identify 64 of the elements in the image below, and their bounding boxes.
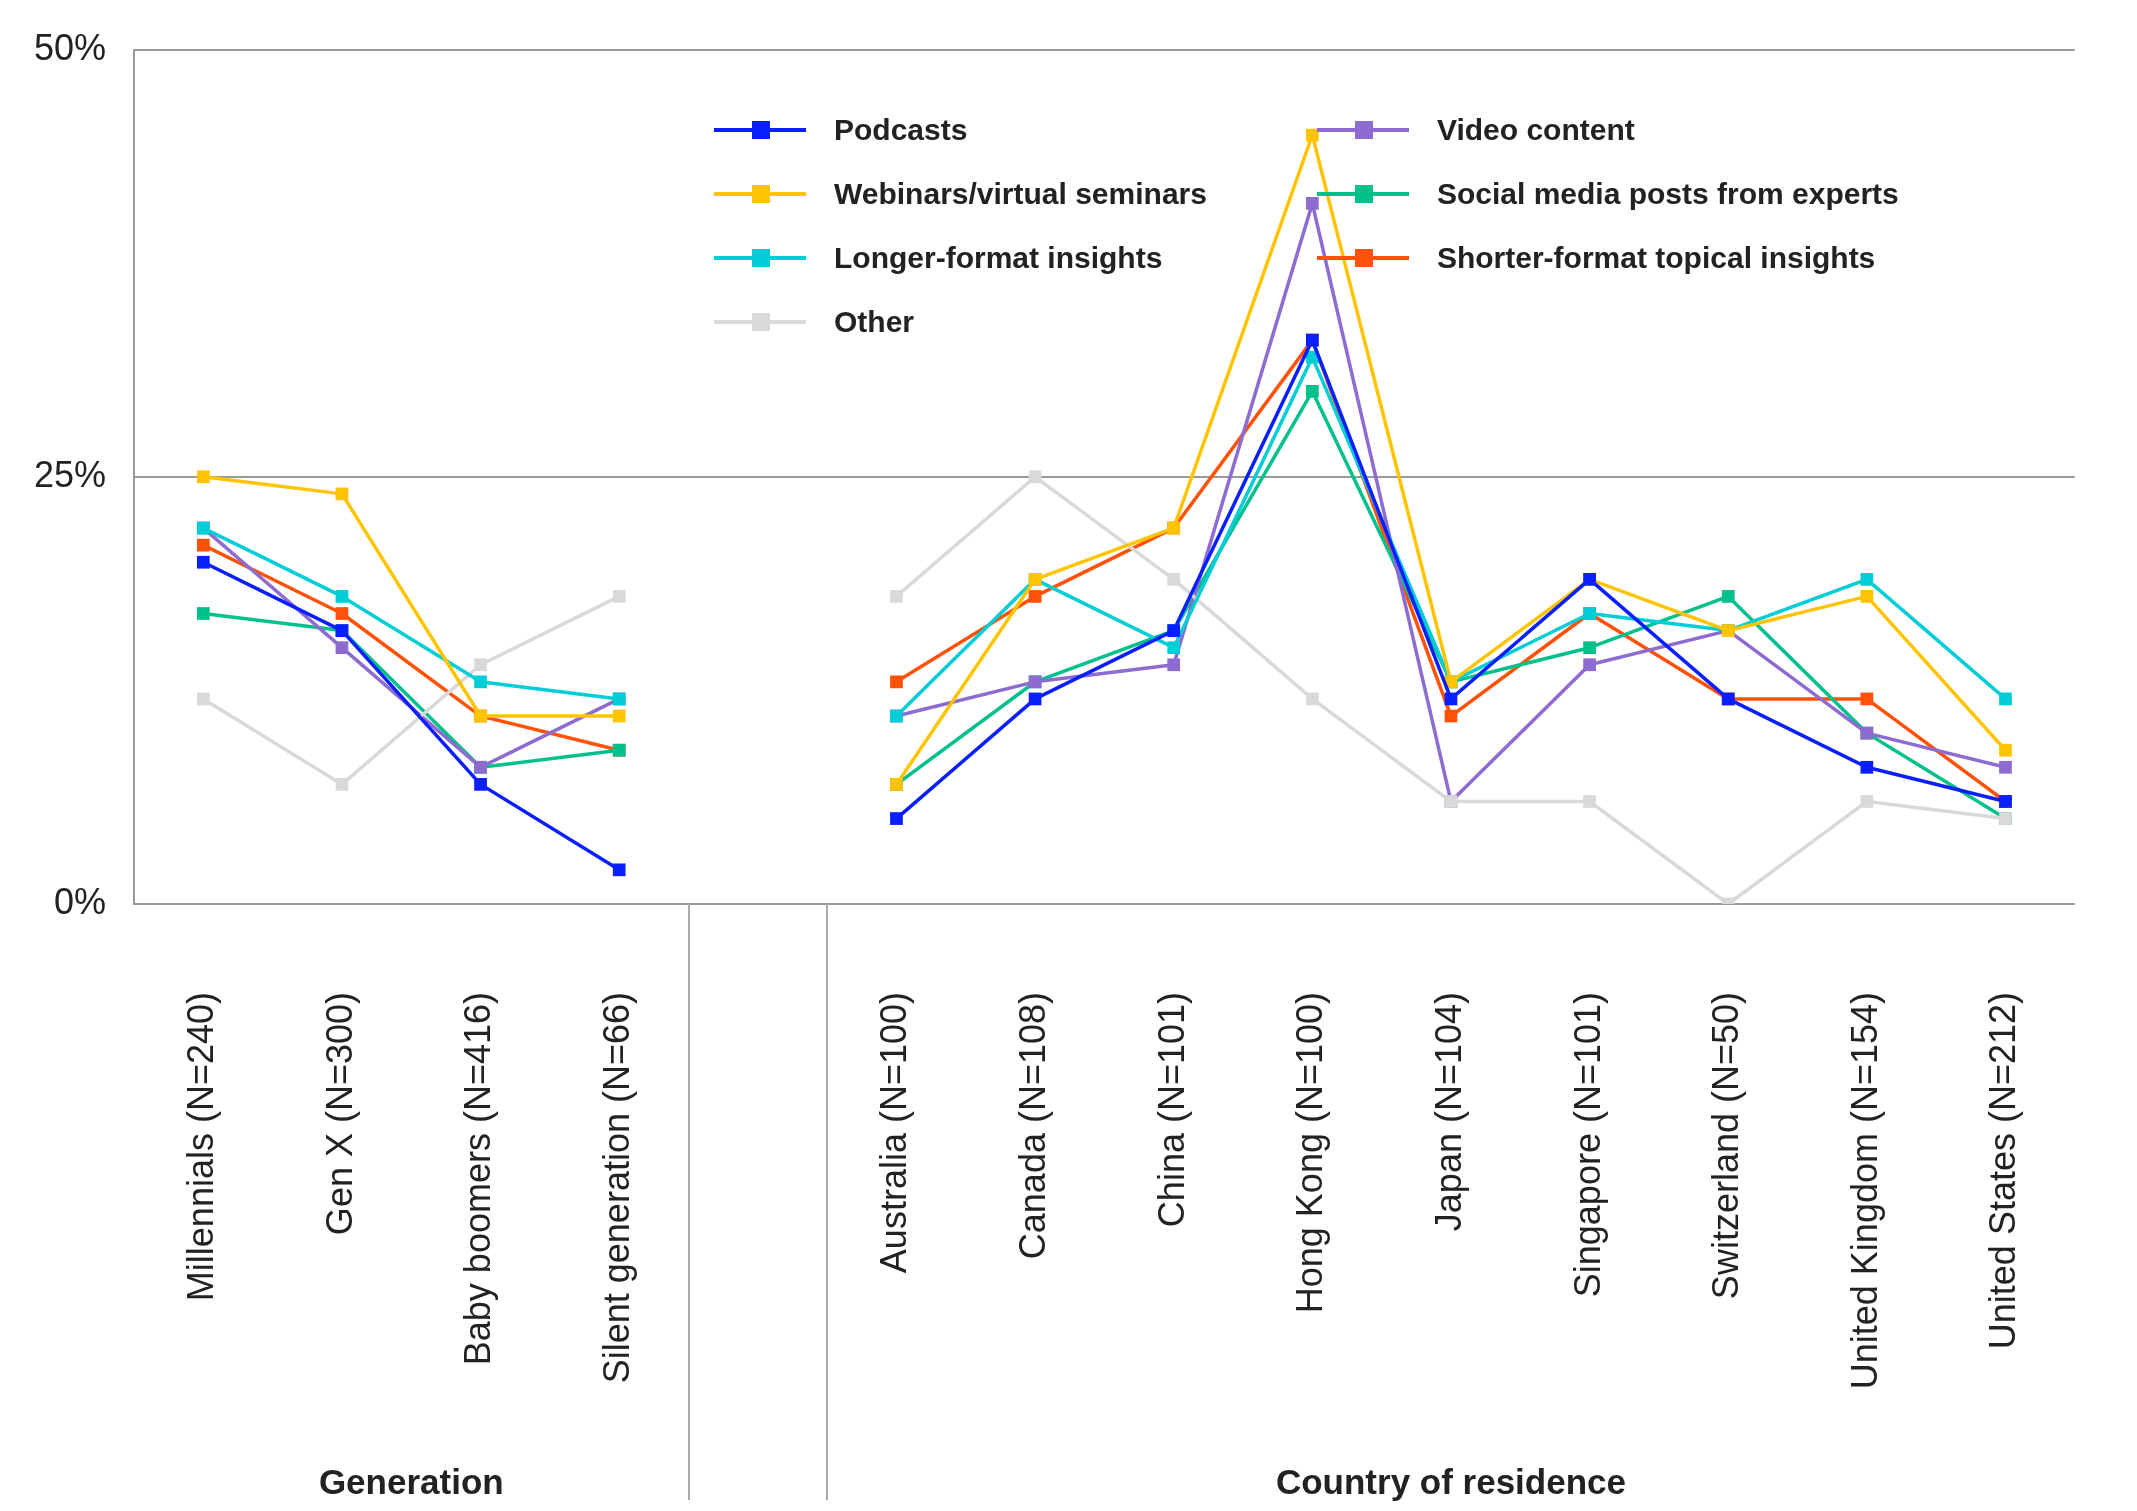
x-tick-label: Millennials (N=240) bbox=[180, 992, 222, 1302]
point bbox=[1999, 692, 2012, 706]
x-tick-label: China (N=101) bbox=[1150, 992, 1192, 1228]
point bbox=[1860, 795, 1874, 808]
legend-label: Webinars/virtual seminars bbox=[834, 176, 1207, 211]
x-tick-label: Singapore (N=101) bbox=[1566, 992, 1608, 1298]
x-tick-label: Canada (N=108) bbox=[1012, 992, 1053, 1260]
point bbox=[890, 590, 903, 603]
point bbox=[1305, 692, 1319, 706]
text: Generation bbox=[318, 1461, 504, 1501]
point bbox=[1167, 572, 1181, 586]
legend-label: Longer-format insights bbox=[834, 240, 1163, 275]
point bbox=[1583, 658, 1596, 672]
point bbox=[1305, 197, 1319, 210]
point bbox=[1860, 692, 1874, 706]
point bbox=[196, 470, 210, 484]
point bbox=[1860, 760, 1874, 774]
x-tick-label: United Kingdom (N=154) bbox=[1843, 992, 1885, 1390]
point bbox=[1583, 795, 1596, 808]
point bbox=[335, 778, 349, 791]
point bbox=[335, 607, 349, 620]
x-tick-label: Silent generation (N=66) bbox=[596, 992, 638, 1384]
y-tick-label: 50% bbox=[33, 26, 106, 68]
x-tick-label: Australia (N=100) bbox=[873, 992, 915, 1274]
text: Country of residence bbox=[1275, 1461, 1627, 1501]
point bbox=[1999, 760, 2012, 774]
x-tick-label: Switzerland (N=50) bbox=[1705, 992, 1747, 1300]
legend-label: Social media posts from experts bbox=[1436, 176, 1899, 211]
point bbox=[1583, 641, 1596, 655]
point bbox=[612, 590, 626, 603]
point bbox=[1721, 590, 1735, 603]
point bbox=[890, 812, 903, 825]
x-tick-label: Japan (N=104) bbox=[1427, 992, 1469, 1232]
point bbox=[1860, 572, 1874, 586]
point bbox=[1167, 658, 1181, 672]
x-tick-label: Gen X (N=300) bbox=[318, 992, 360, 1236]
point bbox=[196, 607, 210, 620]
point bbox=[612, 863, 626, 877]
legend-label: Other bbox=[834, 304, 915, 339]
point bbox=[196, 555, 210, 569]
y-tick-label: 25% bbox=[33, 453, 106, 495]
point bbox=[335, 641, 349, 655]
point bbox=[1167, 641, 1181, 655]
x-tick-label: United States (N=212) bbox=[1982, 992, 2024, 1350]
x-tick-label: Hong Kong (N=100) bbox=[1289, 992, 1331, 1314]
point bbox=[335, 590, 349, 603]
point bbox=[1305, 128, 1319, 142]
point bbox=[612, 709, 626, 723]
legend-label: Podcasts bbox=[834, 112, 968, 147]
point bbox=[1860, 590, 1874, 603]
point bbox=[1028, 470, 1042, 484]
point bbox=[1305, 385, 1319, 398]
point bbox=[196, 692, 210, 706]
point bbox=[890, 675, 903, 689]
point bbox=[1028, 590, 1042, 603]
point bbox=[196, 538, 210, 552]
legend-label: Video content bbox=[1436, 112, 1635, 147]
y-tick-label: 0% bbox=[53, 880, 106, 922]
point bbox=[474, 778, 487, 791]
point bbox=[474, 675, 487, 689]
point bbox=[474, 658, 487, 672]
point bbox=[1999, 743, 2012, 757]
legend-label: Shorter-format topical insights bbox=[1436, 240, 1876, 275]
x-tick-label: Baby boomers (N=416) bbox=[457, 992, 499, 1366]
